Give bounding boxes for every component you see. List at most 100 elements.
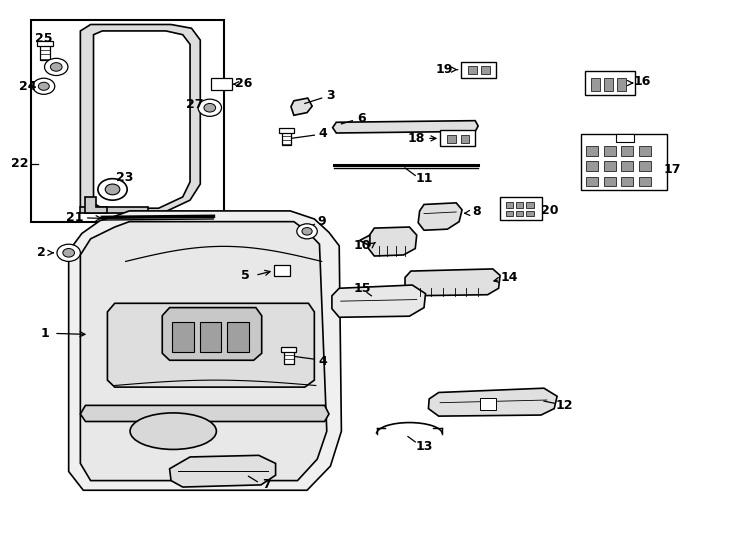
Bar: [284, 350, 294, 365]
Polygon shape: [162, 308, 262, 360]
Polygon shape: [80, 406, 329, 422]
Text: 9: 9: [317, 215, 326, 228]
Polygon shape: [291, 98, 312, 115]
Polygon shape: [69, 211, 341, 490]
Bar: [604, 78, 613, 91]
Text: 2: 2: [37, 246, 46, 259]
Text: 19: 19: [436, 63, 453, 76]
Bar: [586, 177, 598, 186]
Bar: [516, 202, 523, 208]
Bar: [516, 211, 523, 217]
Bar: [604, 161, 616, 171]
Circle shape: [63, 248, 75, 257]
Bar: [468, 66, 476, 75]
Circle shape: [105, 184, 120, 195]
Text: 17: 17: [664, 163, 681, 176]
Polygon shape: [333, 120, 478, 133]
Circle shape: [198, 99, 222, 116]
Bar: [586, 161, 598, 171]
Circle shape: [98, 179, 127, 200]
Bar: [639, 146, 651, 156]
Bar: [604, 146, 616, 156]
Bar: [480, 398, 496, 410]
Bar: [172, 322, 194, 352]
Text: 3: 3: [326, 89, 335, 102]
Text: 16: 16: [633, 76, 650, 89]
Text: 18: 18: [408, 132, 426, 145]
Text: 6: 6: [357, 112, 366, 125]
Circle shape: [302, 227, 312, 235]
Text: 4: 4: [319, 126, 327, 139]
Polygon shape: [429, 388, 557, 416]
Circle shape: [204, 104, 216, 112]
Bar: [31, 20, 225, 221]
Bar: [622, 177, 633, 186]
Bar: [639, 161, 651, 171]
Circle shape: [45, 58, 68, 76]
Bar: [500, 197, 542, 219]
Bar: [228, 322, 250, 352]
Text: 21: 21: [66, 211, 83, 224]
Text: 27: 27: [186, 98, 204, 111]
Bar: [622, 146, 633, 156]
Bar: [506, 211, 513, 217]
Bar: [279, 127, 294, 133]
Bar: [461, 134, 469, 143]
Bar: [616, 133, 634, 142]
Circle shape: [57, 244, 80, 261]
Polygon shape: [80, 221, 327, 481]
Text: 24: 24: [19, 80, 37, 93]
Bar: [40, 45, 51, 60]
Text: 8: 8: [473, 206, 481, 219]
Text: 15: 15: [354, 282, 371, 295]
Text: 11: 11: [415, 172, 433, 185]
Circle shape: [51, 63, 62, 71]
Bar: [586, 146, 598, 156]
Text: 25: 25: [35, 32, 53, 45]
Circle shape: [38, 82, 49, 90]
Bar: [591, 78, 600, 91]
Text: 14: 14: [500, 271, 517, 284]
Bar: [526, 202, 534, 208]
Polygon shape: [368, 227, 417, 256]
Polygon shape: [418, 203, 462, 230]
Polygon shape: [360, 235, 370, 246]
Circle shape: [297, 224, 317, 239]
Bar: [481, 66, 490, 75]
Text: 23: 23: [115, 171, 133, 184]
Bar: [282, 131, 291, 145]
Text: 5: 5: [241, 269, 250, 282]
Bar: [274, 265, 290, 276]
Text: 1: 1: [41, 327, 50, 340]
Polygon shape: [85, 198, 107, 213]
Text: 10: 10: [354, 239, 371, 252]
Polygon shape: [107, 303, 314, 387]
Bar: [617, 78, 626, 91]
Bar: [622, 161, 633, 171]
Text: 12: 12: [556, 399, 573, 412]
Polygon shape: [405, 269, 500, 296]
Text: 22: 22: [11, 157, 29, 170]
Text: 7: 7: [262, 478, 270, 491]
Bar: [440, 130, 475, 146]
Polygon shape: [170, 455, 275, 487]
Bar: [200, 322, 222, 352]
Bar: [526, 211, 534, 217]
Ellipse shape: [130, 413, 217, 449]
Polygon shape: [80, 24, 200, 213]
Polygon shape: [93, 31, 190, 208]
Bar: [448, 134, 457, 143]
Polygon shape: [80, 207, 148, 213]
Bar: [604, 177, 616, 186]
Text: 26: 26: [236, 77, 252, 90]
Text: 13: 13: [415, 440, 433, 453]
Bar: [211, 78, 233, 90]
Bar: [585, 71, 635, 95]
Bar: [506, 202, 513, 208]
Text: 4: 4: [319, 355, 327, 368]
Polygon shape: [332, 285, 426, 318]
Bar: [581, 134, 666, 191]
Bar: [639, 177, 651, 186]
Bar: [461, 62, 495, 78]
Text: 20: 20: [541, 205, 559, 218]
